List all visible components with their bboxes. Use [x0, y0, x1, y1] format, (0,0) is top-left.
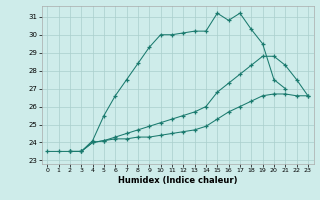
X-axis label: Humidex (Indice chaleur): Humidex (Indice chaleur): [118, 176, 237, 185]
